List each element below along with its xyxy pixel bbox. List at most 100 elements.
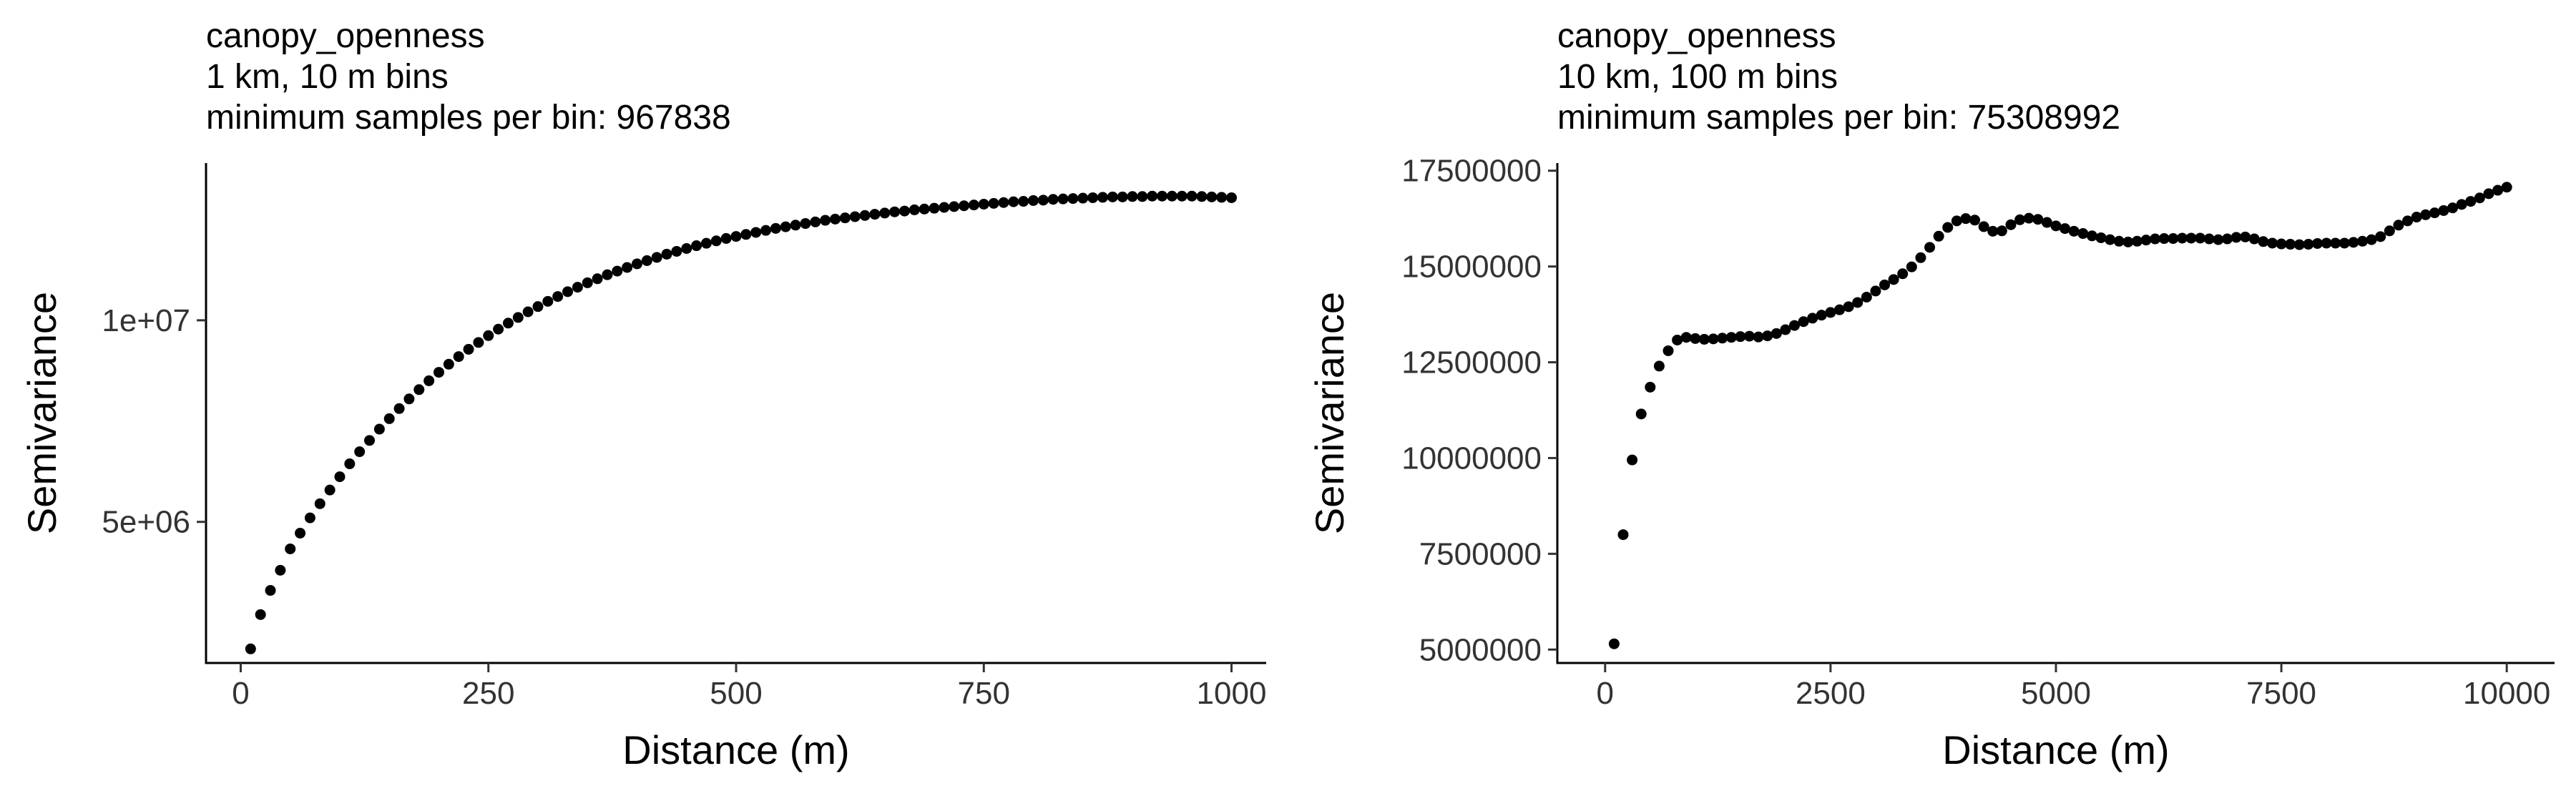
data-point xyxy=(1037,195,1049,206)
data-point xyxy=(2483,188,2494,200)
data-point xyxy=(2158,233,2170,245)
data-point xyxy=(572,282,583,293)
y-tick-label: 7500000 xyxy=(1419,536,1542,571)
data-point xyxy=(2492,185,2504,196)
scatter-plot: 0 2500 5000 7500 10000 5000000 7500000 10000000… xyxy=(1307,154,2555,772)
data-point xyxy=(1117,191,1128,202)
data-point xyxy=(2005,219,2017,230)
data-point xyxy=(2168,233,2179,245)
data-point xyxy=(760,225,772,236)
data-point xyxy=(740,229,752,240)
data-point xyxy=(661,248,672,260)
data-point xyxy=(1008,196,1019,207)
data-point xyxy=(393,403,405,414)
data-point xyxy=(1067,193,1079,205)
data-point xyxy=(849,211,861,222)
data-point xyxy=(2060,223,2071,235)
chart-subtitle-scale: 1 km, 10 m bins xyxy=(206,58,449,96)
chart-subtitle-samples: minimum samples per bin: 75308992 xyxy=(1557,99,2121,137)
chart-subtitle-samples: minimum samples per bin: 967838 xyxy=(206,99,731,137)
data-point xyxy=(2438,205,2449,216)
data-point xyxy=(978,198,989,210)
data-point xyxy=(939,202,950,213)
data-point xyxy=(2501,182,2512,193)
data-point xyxy=(859,210,871,221)
y-tick-label: 5e+06 xyxy=(102,505,190,540)
x-tick-label: 2500 xyxy=(1796,676,1866,711)
data-point xyxy=(2402,215,2414,227)
data-point xyxy=(592,273,603,285)
data-point xyxy=(869,209,881,220)
y-tick-label: 15000000 xyxy=(1401,250,1542,285)
data-point xyxy=(1166,190,1177,202)
x-tick-label: 1000 xyxy=(1197,676,1267,711)
data-point xyxy=(1635,408,1647,420)
x-tick-label: 250 xyxy=(462,676,514,711)
data-point xyxy=(493,323,504,335)
data-point xyxy=(483,330,494,341)
data-point xyxy=(1680,332,1692,343)
data-point xyxy=(443,358,454,370)
data-point xyxy=(373,423,385,435)
data-point xyxy=(2150,233,2161,245)
data-point xyxy=(2285,239,2296,250)
data-point xyxy=(354,446,366,458)
data-point xyxy=(1698,333,1710,345)
data-point xyxy=(1057,193,1069,205)
data-point xyxy=(552,291,564,303)
chart-title: canopy_openness xyxy=(1557,17,1836,55)
x-tick-label: 0 xyxy=(232,676,249,711)
data-point xyxy=(324,484,336,496)
data-point xyxy=(2293,239,2305,250)
data-point xyxy=(245,643,256,654)
data-point xyxy=(1018,196,1029,207)
data-point xyxy=(2258,236,2269,247)
data-point xyxy=(1645,381,1656,393)
data-point xyxy=(1196,191,1208,202)
data-point xyxy=(2429,207,2440,219)
data-point xyxy=(2357,235,2369,247)
data-point xyxy=(2303,239,2314,250)
data-point xyxy=(790,220,801,231)
x-tick-label: 5000 xyxy=(2021,676,2091,711)
y-tick-label: 17500000 xyxy=(1401,154,1542,189)
data-point xyxy=(1978,221,1989,232)
data-point xyxy=(750,227,762,238)
y-tick-label: 1e+07 xyxy=(102,303,190,338)
data-point xyxy=(730,231,742,242)
data-point xyxy=(1708,333,1719,345)
data-point xyxy=(2095,232,2107,243)
data-point xyxy=(2348,237,2359,248)
data-point xyxy=(1771,328,1782,339)
data-point xyxy=(622,262,633,273)
data-point xyxy=(1861,291,1872,303)
chart-title-block: canopy_openness 10 km, 100 m bins minimu… xyxy=(1557,16,2120,138)
scatter-plot: 0 250 500 750 1000 5e+06 1e+07 Distance (m) Semi… xyxy=(19,163,1267,772)
data-point xyxy=(830,213,841,225)
x-axis-title: Distance (m) xyxy=(622,727,849,772)
data-point xyxy=(651,252,662,263)
data-point xyxy=(2375,231,2386,242)
data-point xyxy=(275,564,286,576)
data-point xyxy=(1176,190,1187,202)
data-point xyxy=(909,204,920,215)
data-point xyxy=(1852,297,1864,308)
data-point xyxy=(314,498,325,509)
data-point xyxy=(344,458,356,470)
data-point xyxy=(1735,331,1746,343)
data-point xyxy=(2131,235,2142,247)
data-point xyxy=(2176,232,2188,244)
data-point xyxy=(1627,454,1638,466)
data-point xyxy=(1662,345,1674,356)
x-tick-label: 7500 xyxy=(2246,676,2316,711)
data-point xyxy=(2122,236,2134,247)
data-point xyxy=(631,258,642,270)
data-point xyxy=(1206,191,1218,202)
data-point xyxy=(1951,215,1962,227)
data-point xyxy=(2213,234,2224,245)
data-point xyxy=(1996,225,2007,237)
data-point xyxy=(820,215,831,226)
data-point xyxy=(1097,192,1108,203)
data-point xyxy=(998,197,1009,208)
data-point xyxy=(1743,330,1755,342)
